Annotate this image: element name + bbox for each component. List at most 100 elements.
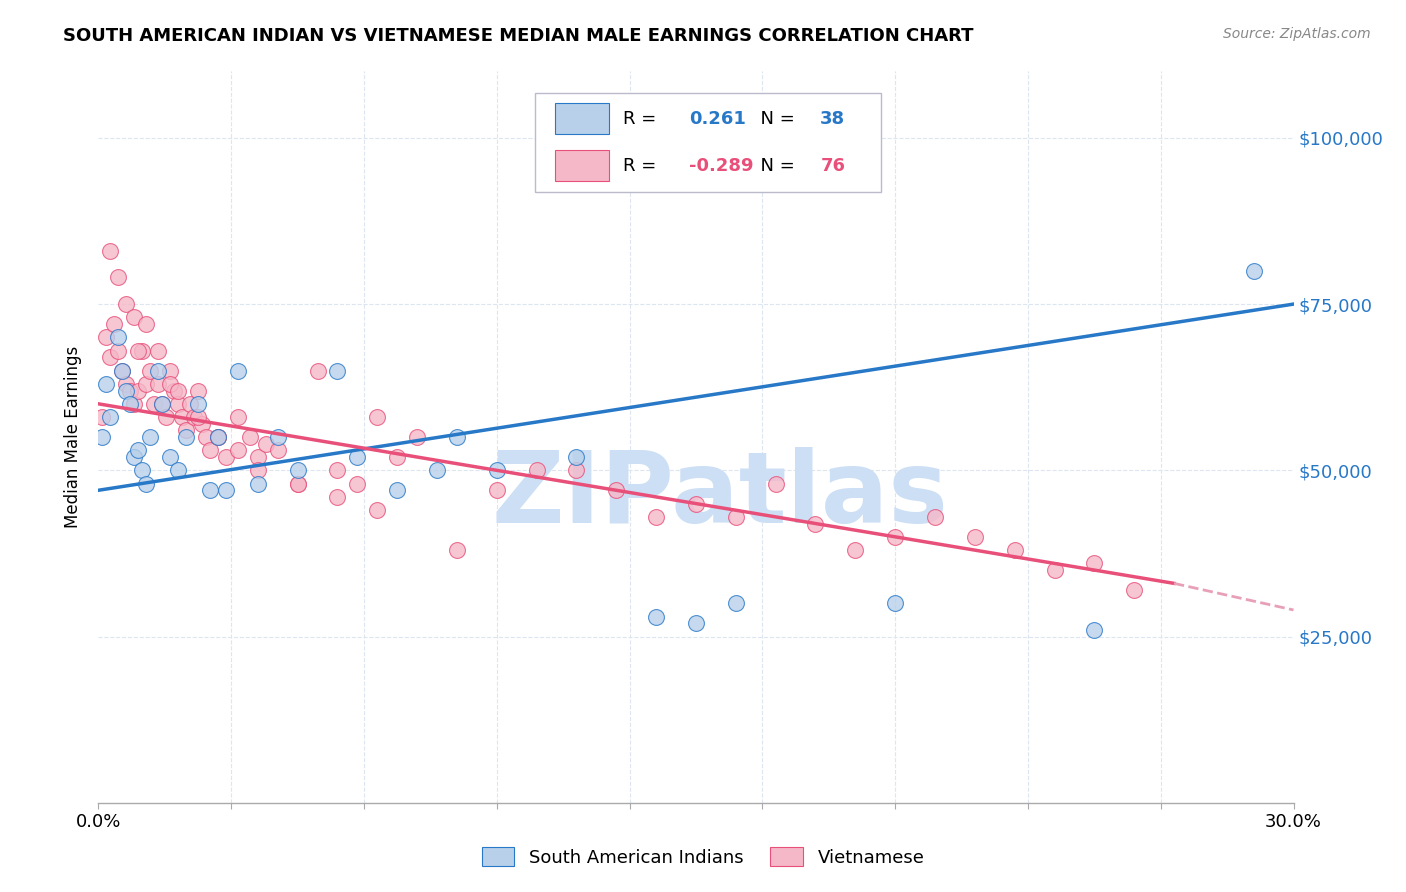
Point bbox=[172, 410, 194, 425]
Text: 0.261: 0.261 bbox=[689, 111, 745, 128]
Point bbox=[254, 436, 277, 450]
Point bbox=[326, 463, 349, 477]
Point bbox=[120, 384, 142, 398]
Point bbox=[135, 476, 157, 491]
Point bbox=[96, 330, 118, 344]
Point bbox=[163, 384, 186, 398]
Point bbox=[127, 384, 149, 398]
Point bbox=[98, 351, 122, 365]
Point bbox=[605, 483, 627, 498]
Point bbox=[139, 430, 162, 444]
Point bbox=[426, 463, 449, 477]
Point bbox=[107, 270, 129, 285]
FancyBboxPatch shape bbox=[555, 103, 609, 134]
Point bbox=[174, 430, 197, 444]
Point bbox=[287, 476, 309, 491]
Point bbox=[1083, 623, 1105, 637]
Point bbox=[884, 530, 907, 544]
Point bbox=[115, 297, 138, 311]
Point bbox=[326, 363, 349, 377]
Point bbox=[724, 596, 747, 610]
Point bbox=[127, 443, 149, 458]
Point bbox=[765, 476, 787, 491]
Point bbox=[406, 430, 429, 444]
Point bbox=[167, 463, 190, 477]
Point bbox=[207, 430, 229, 444]
Point bbox=[148, 363, 170, 377]
Point bbox=[98, 410, 122, 425]
Point bbox=[124, 397, 146, 411]
Point bbox=[135, 317, 157, 331]
Point bbox=[326, 490, 349, 504]
Point bbox=[91, 410, 114, 425]
Point bbox=[98, 244, 122, 258]
Point bbox=[446, 430, 468, 444]
Point bbox=[111, 363, 134, 377]
Point bbox=[91, 430, 114, 444]
Point bbox=[239, 430, 262, 444]
Point bbox=[1243, 264, 1265, 278]
Point bbox=[159, 363, 181, 377]
Text: -0.289: -0.289 bbox=[689, 158, 754, 176]
Point bbox=[187, 384, 209, 398]
Point bbox=[191, 417, 214, 431]
Point bbox=[685, 616, 707, 631]
Y-axis label: Median Male Earnings: Median Male Earnings bbox=[65, 346, 83, 528]
Text: N =: N = bbox=[748, 158, 800, 176]
Text: 38: 38 bbox=[820, 111, 845, 128]
Point bbox=[115, 384, 138, 398]
Point bbox=[124, 450, 146, 464]
Point bbox=[724, 509, 747, 524]
Point bbox=[115, 376, 138, 391]
Point bbox=[366, 410, 388, 425]
Point bbox=[187, 397, 209, 411]
Point bbox=[215, 483, 238, 498]
Point bbox=[565, 450, 588, 464]
Point bbox=[526, 463, 548, 477]
Point bbox=[111, 363, 134, 377]
Point bbox=[195, 430, 218, 444]
Point bbox=[174, 424, 197, 438]
Point bbox=[307, 363, 329, 377]
Point bbox=[207, 430, 229, 444]
Point bbox=[148, 376, 170, 391]
Point bbox=[963, 530, 986, 544]
Point bbox=[107, 330, 129, 344]
Point bbox=[131, 463, 153, 477]
Text: ZIPatlas: ZIPatlas bbox=[492, 447, 948, 544]
Point bbox=[139, 363, 162, 377]
Point bbox=[267, 443, 290, 458]
Point bbox=[884, 596, 907, 610]
Point bbox=[1083, 557, 1105, 571]
Point bbox=[1123, 582, 1146, 597]
Point bbox=[844, 543, 866, 558]
Point bbox=[148, 343, 170, 358]
Point bbox=[127, 343, 149, 358]
Point bbox=[183, 410, 205, 425]
Point bbox=[366, 503, 388, 517]
Point bbox=[135, 376, 157, 391]
Point bbox=[226, 410, 249, 425]
Text: R =: R = bbox=[623, 111, 662, 128]
Point bbox=[287, 476, 309, 491]
Point bbox=[645, 609, 668, 624]
Legend: South American Indians, Vietnamese: South American Indians, Vietnamese bbox=[475, 840, 931, 874]
Point bbox=[565, 463, 588, 477]
Text: Source: ZipAtlas.com: Source: ZipAtlas.com bbox=[1223, 27, 1371, 41]
Point bbox=[187, 410, 209, 425]
Text: 76: 76 bbox=[820, 158, 845, 176]
Point bbox=[267, 430, 290, 444]
Point bbox=[150, 397, 173, 411]
Point bbox=[485, 463, 508, 477]
Point bbox=[143, 397, 166, 411]
FancyBboxPatch shape bbox=[555, 151, 609, 181]
Point bbox=[159, 376, 181, 391]
Point bbox=[198, 483, 221, 498]
Point bbox=[167, 397, 190, 411]
Point bbox=[1004, 543, 1026, 558]
Point bbox=[287, 463, 309, 477]
FancyBboxPatch shape bbox=[534, 94, 882, 192]
Point bbox=[346, 476, 368, 491]
Point bbox=[96, 376, 118, 391]
Point bbox=[685, 497, 707, 511]
